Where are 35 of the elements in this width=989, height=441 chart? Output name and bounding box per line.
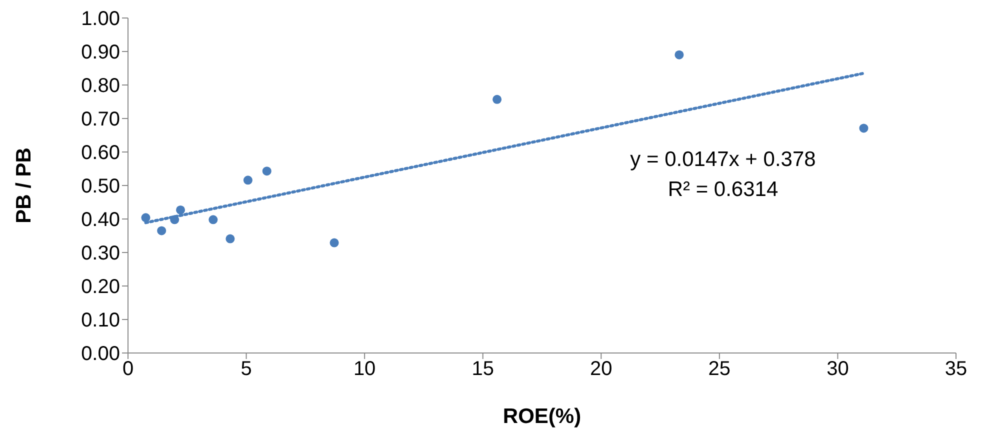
y-tick-label: 1.00 bbox=[81, 8, 120, 30]
annotation: R² = 0.6314 bbox=[666, 178, 780, 202]
point bbox=[208, 215, 218, 224]
point bbox=[176, 205, 186, 214]
y-tick-label: 0.30 bbox=[81, 242, 120, 265]
point bbox=[492, 94, 502, 104]
y-tick-label: 0.60 bbox=[81, 142, 120, 164]
point bbox=[330, 238, 339, 248]
annotation: y = 0.0147x + 0.378 bbox=[629, 148, 817, 172]
point bbox=[674, 50, 684, 60]
x-tick-label: 10 bbox=[353, 358, 376, 380]
y-tick-label: 0.20 bbox=[81, 276, 120, 298]
point bbox=[859, 124, 868, 133]
x-tick-label: 5 bbox=[240, 358, 252, 380]
point bbox=[226, 234, 235, 244]
y-tick-label: 0.70 bbox=[81, 108, 120, 131]
point bbox=[262, 166, 272, 176]
y-tick-label: 0.80 bbox=[81, 75, 120, 98]
y-tick-label: 0.50 bbox=[81, 176, 120, 198]
y-tick-label: 0.40 bbox=[81, 209, 120, 232]
x-tick-label: 20 bbox=[590, 358, 612, 380]
x-tick-label: 35 bbox=[944, 358, 968, 380]
x-tick-label: 0 bbox=[122, 358, 134, 380]
y-axis-title: PB / PB bbox=[12, 148, 36, 224]
x-axis-title: ROE(%) bbox=[502, 405, 582, 428]
x-tick-label: 30 bbox=[826, 358, 849, 380]
point bbox=[157, 226, 166, 236]
point bbox=[141, 213, 150, 222]
y-tick-label: 0.10 bbox=[81, 310, 120, 332]
x-tick-label: 25 bbox=[708, 358, 731, 380]
y-tick-label: 0.00 bbox=[81, 343, 120, 366]
point bbox=[170, 215, 180, 224]
x-tick-label: 15 bbox=[472, 358, 494, 380]
point bbox=[243, 176, 252, 185]
y-tick-label: 0.90 bbox=[81, 42, 120, 64]
